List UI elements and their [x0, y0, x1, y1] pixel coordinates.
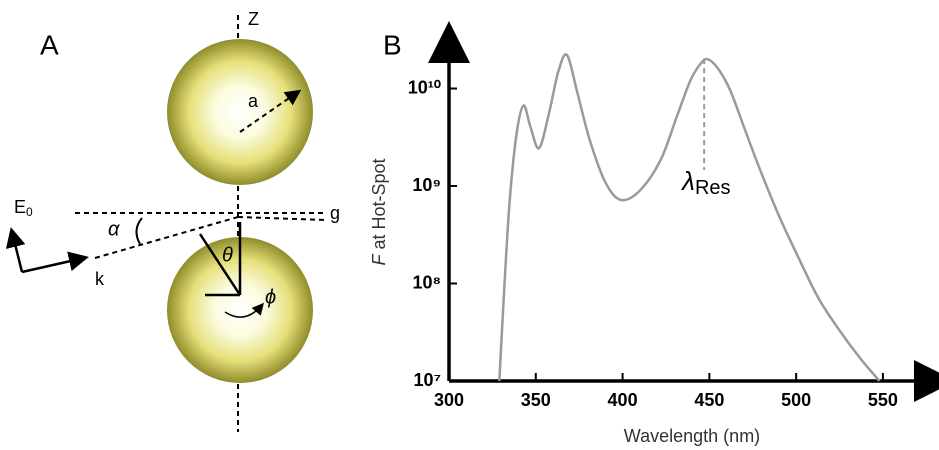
k-label: k — [95, 269, 105, 289]
alpha-arc — [135, 217, 143, 245]
x-tick-label: 500 — [781, 390, 811, 410]
k-arrow — [21, 251, 89, 274]
field-symbol: E — [14, 197, 26, 217]
x-tick-label: 300 — [434, 390, 464, 410]
resonance-symbol: λ — [680, 166, 695, 196]
resonance-subscript: Res — [695, 177, 731, 199]
radius-arrow — [239, 89, 302, 133]
x-tick-label: 400 — [608, 390, 638, 410]
gap-label: g — [330, 203, 340, 223]
field-label: E0 — [14, 197, 33, 219]
radius-label: a — [248, 91, 259, 111]
panel-letter: B — [383, 29, 402, 60]
y-label-text: at Hot-Spot — [369, 158, 389, 249]
y-label-var: F — [369, 254, 389, 266]
x-axis-label: Wavelength (nm) — [624, 426, 760, 446]
resonance-label: λRes — [680, 166, 730, 199]
sphere-top — [167, 39, 313, 185]
theta-label: θ — [222, 244, 233, 266]
y-tick-label: 10⁷ — [414, 370, 441, 390]
y-axis-label: F at Hot-Spot — [369, 158, 389, 265]
field-subscript: 0 — [26, 205, 33, 219]
phi-label: ϕ — [265, 286, 276, 308]
x-tick-label: 450 — [694, 390, 724, 410]
x-tick-label: 550 — [868, 390, 898, 410]
axis-label: Z — [248, 9, 259, 29]
panel-letter: A — [40, 29, 59, 60]
field-arrow — [5, 227, 26, 273]
series-line — [498, 53, 881, 382]
y-tick-label: 10⁹ — [412, 175, 441, 195]
y-tick-label: 10¹⁰ — [408, 77, 441, 97]
y-tick-label: 10⁸ — [412, 272, 441, 292]
theta-line — [198, 233, 242, 296]
panel-a — [5, 15, 326, 432]
sphere-bottom — [167, 237, 313, 383]
k-line — [94, 216, 239, 259]
x-tick-label: 350 — [521, 390, 551, 410]
phi-arrow — [224, 302, 264, 318]
gap-line — [237, 216, 326, 221]
alpha-label: α — [108, 218, 120, 240]
